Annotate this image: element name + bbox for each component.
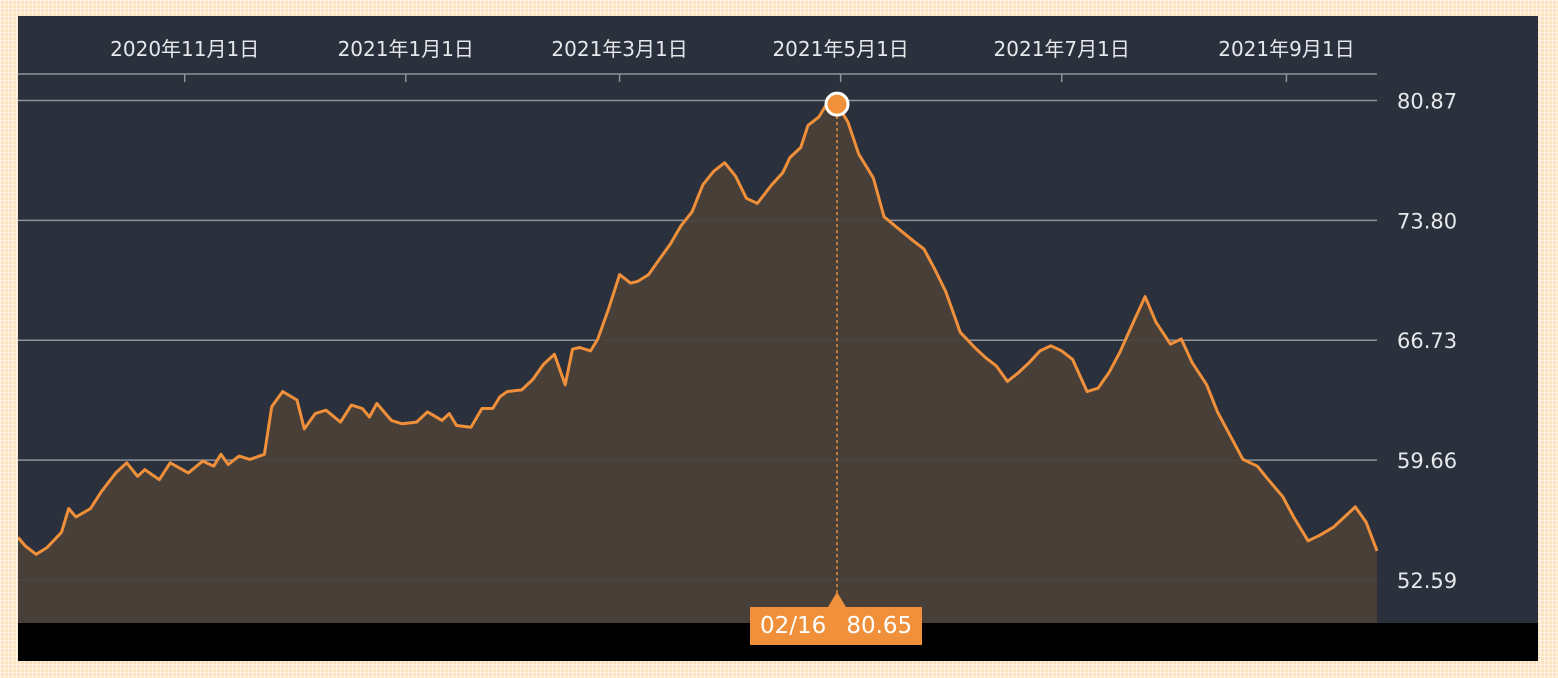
area-fill [18, 104, 1377, 623]
x-axis: 2020年11月1日 2021年1月1日 2021年3月1日 2021年5月1日 202… [18, 37, 1377, 82]
tooltip-value: 80.65 [846, 613, 913, 639]
x-tick-label: 2020年11月1日 [110, 37, 259, 61]
tooltip-date: 02/16 [760, 613, 827, 639]
y-tick-label: 80.87 [1397, 89, 1457, 113]
y-tick-label: 52.59 [1397, 569, 1457, 593]
y-tick-label: 66.73 [1397, 329, 1457, 353]
highlight-point[interactable] [824, 91, 850, 117]
y-tick-label: 73.80 [1397, 209, 1457, 233]
cursor [824, 91, 850, 623]
y-axis: 80.87 73.80 66.73 59.66 52.59 [1397, 89, 1457, 592]
x-tick-label: 2021年9月1日 [1218, 37, 1354, 61]
price-line [18, 102, 1379, 556]
x-tick-label: 2021年7月1日 [994, 37, 1130, 61]
x-tick-label: 2021年5月1日 [772, 37, 908, 61]
series-line [18, 102, 1379, 556]
price-tooltip: 02/16 80.65 [750, 607, 923, 645]
price-chart[interactable]: 2020年11月1日 2021年1月1日 2021年3月1日 2021年5月1日 202… [18, 16, 1538, 661]
x-tick-label: 2021年1月1日 [338, 37, 474, 61]
x-tick-label: 2021年3月1日 [551, 37, 687, 61]
price-area [18, 104, 1377, 623]
y-tick-label: 59.66 [1397, 449, 1457, 473]
tooltip-pointer [828, 592, 847, 607]
chart-frame: 2020年11月1日 2021年1月1日 2021年3月1日 2021年5月1日 202… [18, 16, 1538, 661]
